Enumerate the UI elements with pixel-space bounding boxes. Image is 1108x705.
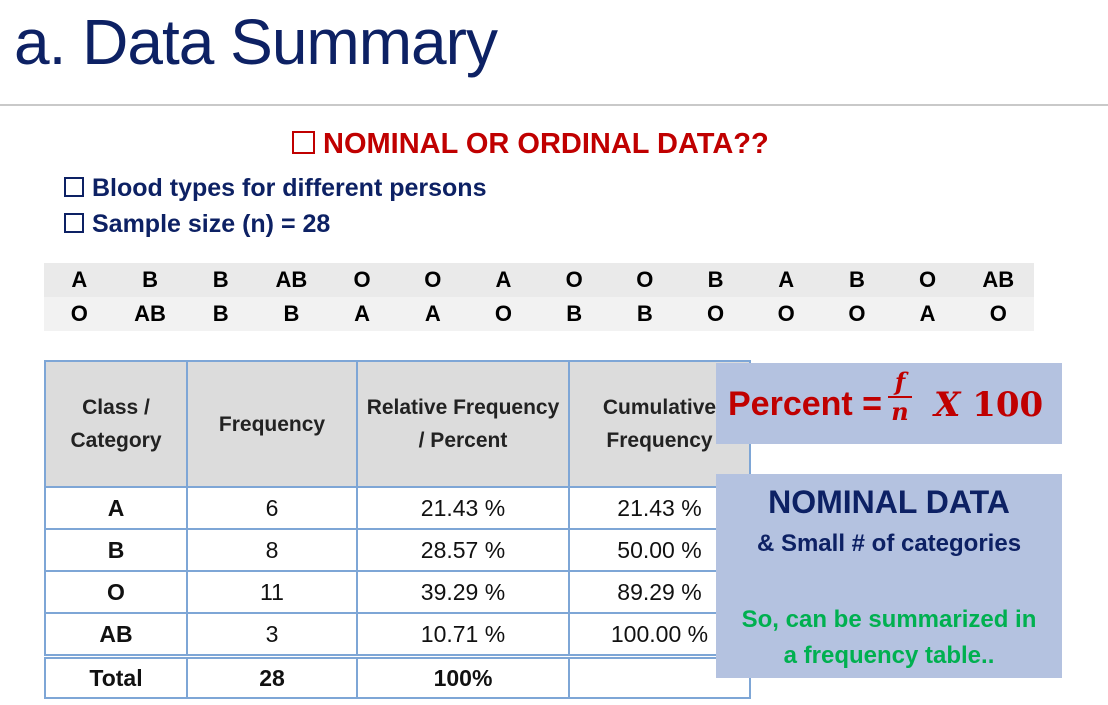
raw-data-cell: B xyxy=(114,263,186,297)
raw-data-cell: B xyxy=(185,297,257,331)
bullet-item: Blood types for different persons xyxy=(64,170,486,206)
cell-class: A xyxy=(44,486,188,530)
cell-frequency: 6 xyxy=(186,486,358,530)
frequency-table-header: Class / Category Frequency Relative Freq… xyxy=(44,360,751,488)
raw-data-cell: O xyxy=(680,297,751,331)
raw-data-cell: B xyxy=(256,297,327,331)
cell-total-label: Total xyxy=(44,654,188,699)
percent-formula-box: Percent = f n X 100 xyxy=(716,363,1062,444)
cell-class: O xyxy=(44,570,188,614)
checkbox-square-icon xyxy=(292,131,315,154)
raw-data-cell: O xyxy=(468,297,539,331)
question-heading: NOMINAL OR ORDINAL DATA?? xyxy=(292,128,769,161)
header-relative-frequency: Relative Frequency / Percent xyxy=(356,360,570,488)
conclusion-line: a frequency table.. xyxy=(783,642,995,669)
bullet-text: Blood types for different persons xyxy=(92,174,487,202)
raw-data-cell: O xyxy=(750,297,822,331)
times-symbol: X xyxy=(934,385,961,425)
fraction: f n xyxy=(888,369,912,425)
table-row: B 8 28.57 % 50.00 % xyxy=(44,528,751,572)
raw-data-cell: O xyxy=(609,263,681,297)
cell-frequency: 3 xyxy=(186,612,358,658)
raw-data-table: A B B AB O O A O O B A B O AB O AB B B A A O B B O O O A O xyxy=(44,263,1034,331)
nominal-data-box: NOMINAL DATA & Small # of categories So,… xyxy=(716,474,1062,678)
raw-data-cell: O xyxy=(821,297,893,331)
raw-data-cell: AB xyxy=(114,297,186,331)
raw-data-cell: B xyxy=(609,297,681,331)
raw-data-cell: B xyxy=(821,263,893,297)
raw-data-cell: B xyxy=(538,297,610,331)
table-row: O 11 39.29 % 89.29 % xyxy=(44,570,751,614)
cell-relative: 39.29 % xyxy=(356,570,570,614)
cell-total-relative: 100% xyxy=(356,654,570,699)
raw-data-cell: O xyxy=(326,263,398,297)
multiplier: X 100 xyxy=(934,385,1043,425)
cell-class: B xyxy=(44,528,188,572)
raw-data-cell: A xyxy=(892,297,963,331)
raw-data-cell: AB xyxy=(962,263,1034,297)
nominal-title: NOMINAL DATA xyxy=(768,484,1010,520)
bullet-item: Sample size (n) = 28 xyxy=(64,206,486,242)
bullet-text: Sample size (n) = 28 xyxy=(92,210,331,238)
total-row: Total 28 100% xyxy=(44,654,751,699)
raw-data-cell: O xyxy=(397,263,469,297)
raw-data-cell: O xyxy=(962,297,1034,331)
fraction-bar xyxy=(888,396,912,398)
raw-data-cell: A xyxy=(468,263,539,297)
conclusion-line: So, can be summarized in xyxy=(741,606,1037,633)
raw-data-row: A B B AB O O A O O B A B O AB xyxy=(44,263,1034,297)
raw-data-cell: O xyxy=(892,263,963,297)
fraction-numerator: f xyxy=(894,367,906,396)
nominal-conclusion: So, can be summarized in a frequency tab… xyxy=(716,602,1062,674)
header-frequency: Frequency xyxy=(186,360,358,488)
bullet-list: Blood types for different persons Sample… xyxy=(64,170,486,242)
cell-frequency: 8 xyxy=(186,528,358,572)
fraction-denominator: n xyxy=(891,397,909,426)
table-row: A 6 21.43 % 21.43 % xyxy=(44,486,751,530)
raw-data-cell: B xyxy=(680,263,751,297)
raw-data-cell: A xyxy=(326,297,398,331)
cell-total-frequency: 28 xyxy=(186,654,358,699)
cell-relative: 28.57 % xyxy=(356,528,570,572)
cell-class: AB xyxy=(44,612,188,658)
raw-data-cell: A xyxy=(397,297,469,331)
raw-data-row: O AB B B A A O B B O O O A O xyxy=(44,297,1034,331)
raw-data-cell: O xyxy=(538,263,610,297)
cell-frequency: 11 xyxy=(186,570,358,614)
question-text: NOMINAL OR ORDINAL DATA?? xyxy=(323,128,769,160)
frequency-table: Class / Category Frequency Relative Freq… xyxy=(44,360,751,699)
factor: 100 xyxy=(972,385,1044,425)
cell-relative: 21.43 % xyxy=(356,486,570,530)
cell-relative: 10.71 % xyxy=(356,612,570,658)
raw-data-cell: A xyxy=(44,263,115,297)
nominal-subtitle: & Small # of categories xyxy=(756,530,1022,557)
checkbox-square-icon xyxy=(64,177,84,197)
percent-label: Percent = xyxy=(728,385,883,423)
raw-data-cell: O xyxy=(44,297,115,331)
table-row: AB 3 10.71 % 100.00 % xyxy=(44,612,751,658)
header-class: Class / Category xyxy=(44,360,188,488)
raw-data-cell: AB xyxy=(256,263,327,297)
checkbox-square-icon xyxy=(64,213,84,233)
raw-data-cell: B xyxy=(185,263,257,297)
title-divider xyxy=(0,104,1108,106)
page-title: a. Data Summary xyxy=(14,6,498,78)
raw-data-cell: A xyxy=(750,263,822,297)
